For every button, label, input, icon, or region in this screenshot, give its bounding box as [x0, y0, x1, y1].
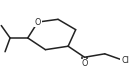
Text: Cl: Cl: [121, 56, 129, 65]
Text: O: O: [35, 18, 41, 27]
Text: O: O: [81, 59, 88, 68]
